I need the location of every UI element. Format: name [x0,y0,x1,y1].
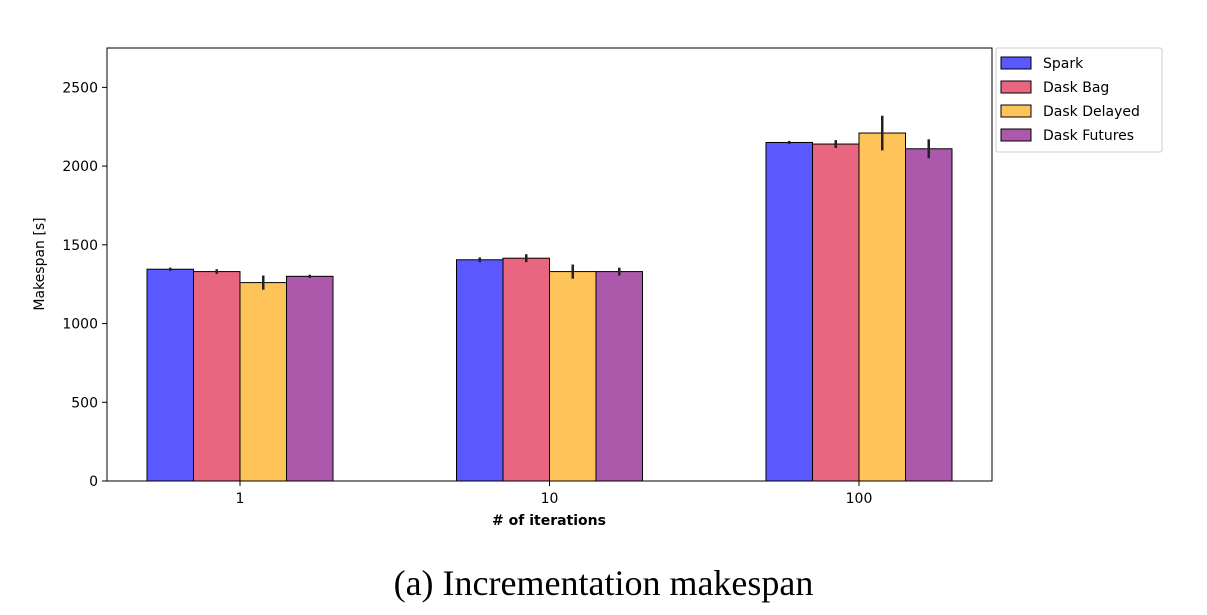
x-axis: 1 10 100 [236,481,873,507]
y-axis: 0 500 1000 1500 2000 2500 [62,80,107,490]
figure-caption: (a) Incrementation makespan [393,563,814,603]
bar-dask-delayed-10 [549,271,597,482]
legend-swatch [1000,104,1032,118]
bar-spark-100 [765,141,813,482]
bar-dask-bag-10 [502,257,550,482]
legend-label: Dask Futures [1043,128,1134,144]
bar-chart: 0 500 1000 1500 2000 2500 1 10 100 # of iterati… [32,47,1163,529]
bar-dask-futures-1 [286,275,334,482]
bar-dask-futures-100 [905,148,953,482]
y-axis-label: Makespan [s] [32,217,48,310]
legend: Spark Dask Bag Dask Delayed Dask Futures [995,47,1163,153]
legend-swatch [1000,80,1032,94]
bars-layer [146,132,953,482]
y-tick-label: 1500 [62,238,98,254]
bar-dask-bag-100 [812,143,860,482]
y-tick-label: 1000 [62,317,98,333]
x-tick-label: 1 [236,491,245,507]
legend-swatch [1000,56,1032,70]
y-tick-label: 2000 [62,159,98,175]
legend-swatch [1000,128,1032,142]
legend-label: Dask Delayed [1043,104,1140,120]
legend-label: Spark [1043,56,1084,72]
bar-dask-futures-10 [595,271,643,482]
legend-label: Dask Bag [1043,80,1109,96]
y-tick-label: 2500 [62,80,98,96]
x-tick-label: 10 [541,491,559,507]
bar-spark-1 [146,268,194,482]
y-tick-label: 500 [71,395,98,411]
bar-spark-10 [456,259,504,482]
bar-dask-bag-1 [193,271,241,482]
error-bars-layer [169,115,930,290]
y-tick-label: 0 [89,474,98,490]
x-tick-label: 100 [846,491,873,507]
bar-dask-delayed-100 [858,132,906,482]
legend-box [995,47,1163,153]
bar-dask-delayed-1 [239,282,287,482]
x-axis-label: # of iterations [492,513,606,529]
